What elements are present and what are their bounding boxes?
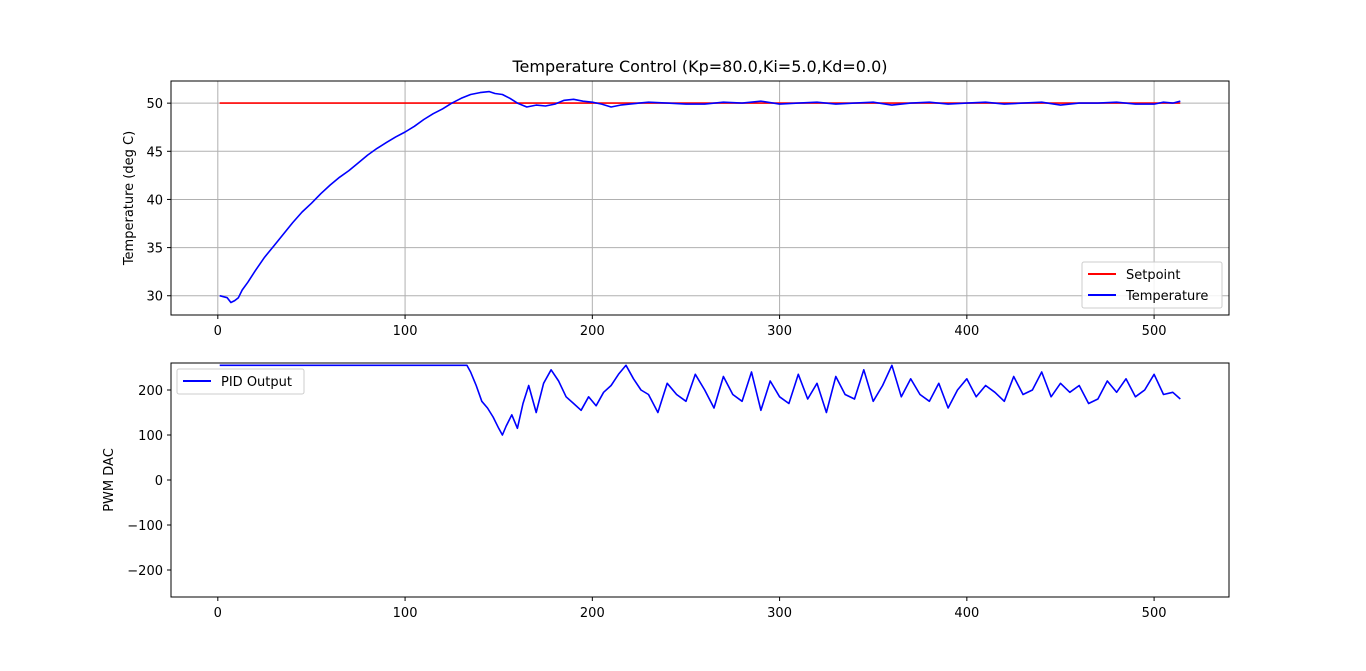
x-tick-label: 100 [393, 324, 418, 339]
y-tick-label: 200 [138, 384, 163, 399]
y-tick-label: 0 [155, 474, 163, 489]
y-tick-label: 35 [146, 242, 163, 257]
pid-legend: PID Output [176, 368, 305, 395]
y-tick-label: −200 [127, 564, 163, 579]
x-tick-label: 200 [580, 606, 605, 621]
x-tick-label: 400 [954, 324, 979, 339]
temperature-legend: Setpoint Temperature [1081, 261, 1223, 309]
x-tick-label: 100 [393, 606, 418, 621]
pid-y-axis-label: PWM DAC [102, 448, 117, 512]
y-tick-label: 40 [146, 193, 163, 208]
x-tick-label: 400 [954, 606, 979, 621]
legend-label-setpoint: Setpoint [1126, 268, 1181, 283]
y-tick-label: 30 [146, 290, 163, 305]
temperature-ticks: 0 100 200 300 400 500 30 35 40 45 50 [146, 97, 1166, 339]
legend-box [1081, 261, 1223, 309]
chart-title: Temperature Control (Kp=80.0,Ki=5.0,Kd=0… [512, 57, 888, 76]
x-tick-label: 300 [767, 606, 792, 621]
temperature-series [219, 90, 1181, 304]
series-line-temperature [219, 90, 1181, 304]
pid-ticks: 0 100 200 300 400 500 −200 −100 0 100 200 [127, 384, 1166, 621]
y-tick-label: 100 [138, 429, 163, 444]
temperature-axes-frame [170, 80, 1230, 316]
y-tick-label: 50 [146, 97, 163, 112]
temperature-y-axis-label: Temperature (deg C) [122, 131, 137, 266]
x-tick-label: 0 [214, 324, 222, 339]
x-tick-label: 500 [1142, 606, 1167, 621]
x-tick-label: 300 [767, 324, 792, 339]
temperature-plot: 0 100 200 300 400 500 30 35 40 45 50 Temperature C… [122, 57, 1230, 339]
series-line-pid-output [219, 364, 1181, 436]
legend-label-pid-output: PID Output [221, 375, 292, 390]
x-tick-label: 500 [1142, 324, 1167, 339]
legend-box [176, 368, 305, 395]
x-tick-label: 0 [214, 606, 222, 621]
legend-label-temperature: Temperature [1125, 289, 1208, 304]
x-tick-label: 200 [580, 324, 605, 339]
y-tick-label: 45 [146, 145, 163, 160]
y-tick-label: −100 [127, 519, 163, 534]
pid-series [219, 364, 1181, 436]
